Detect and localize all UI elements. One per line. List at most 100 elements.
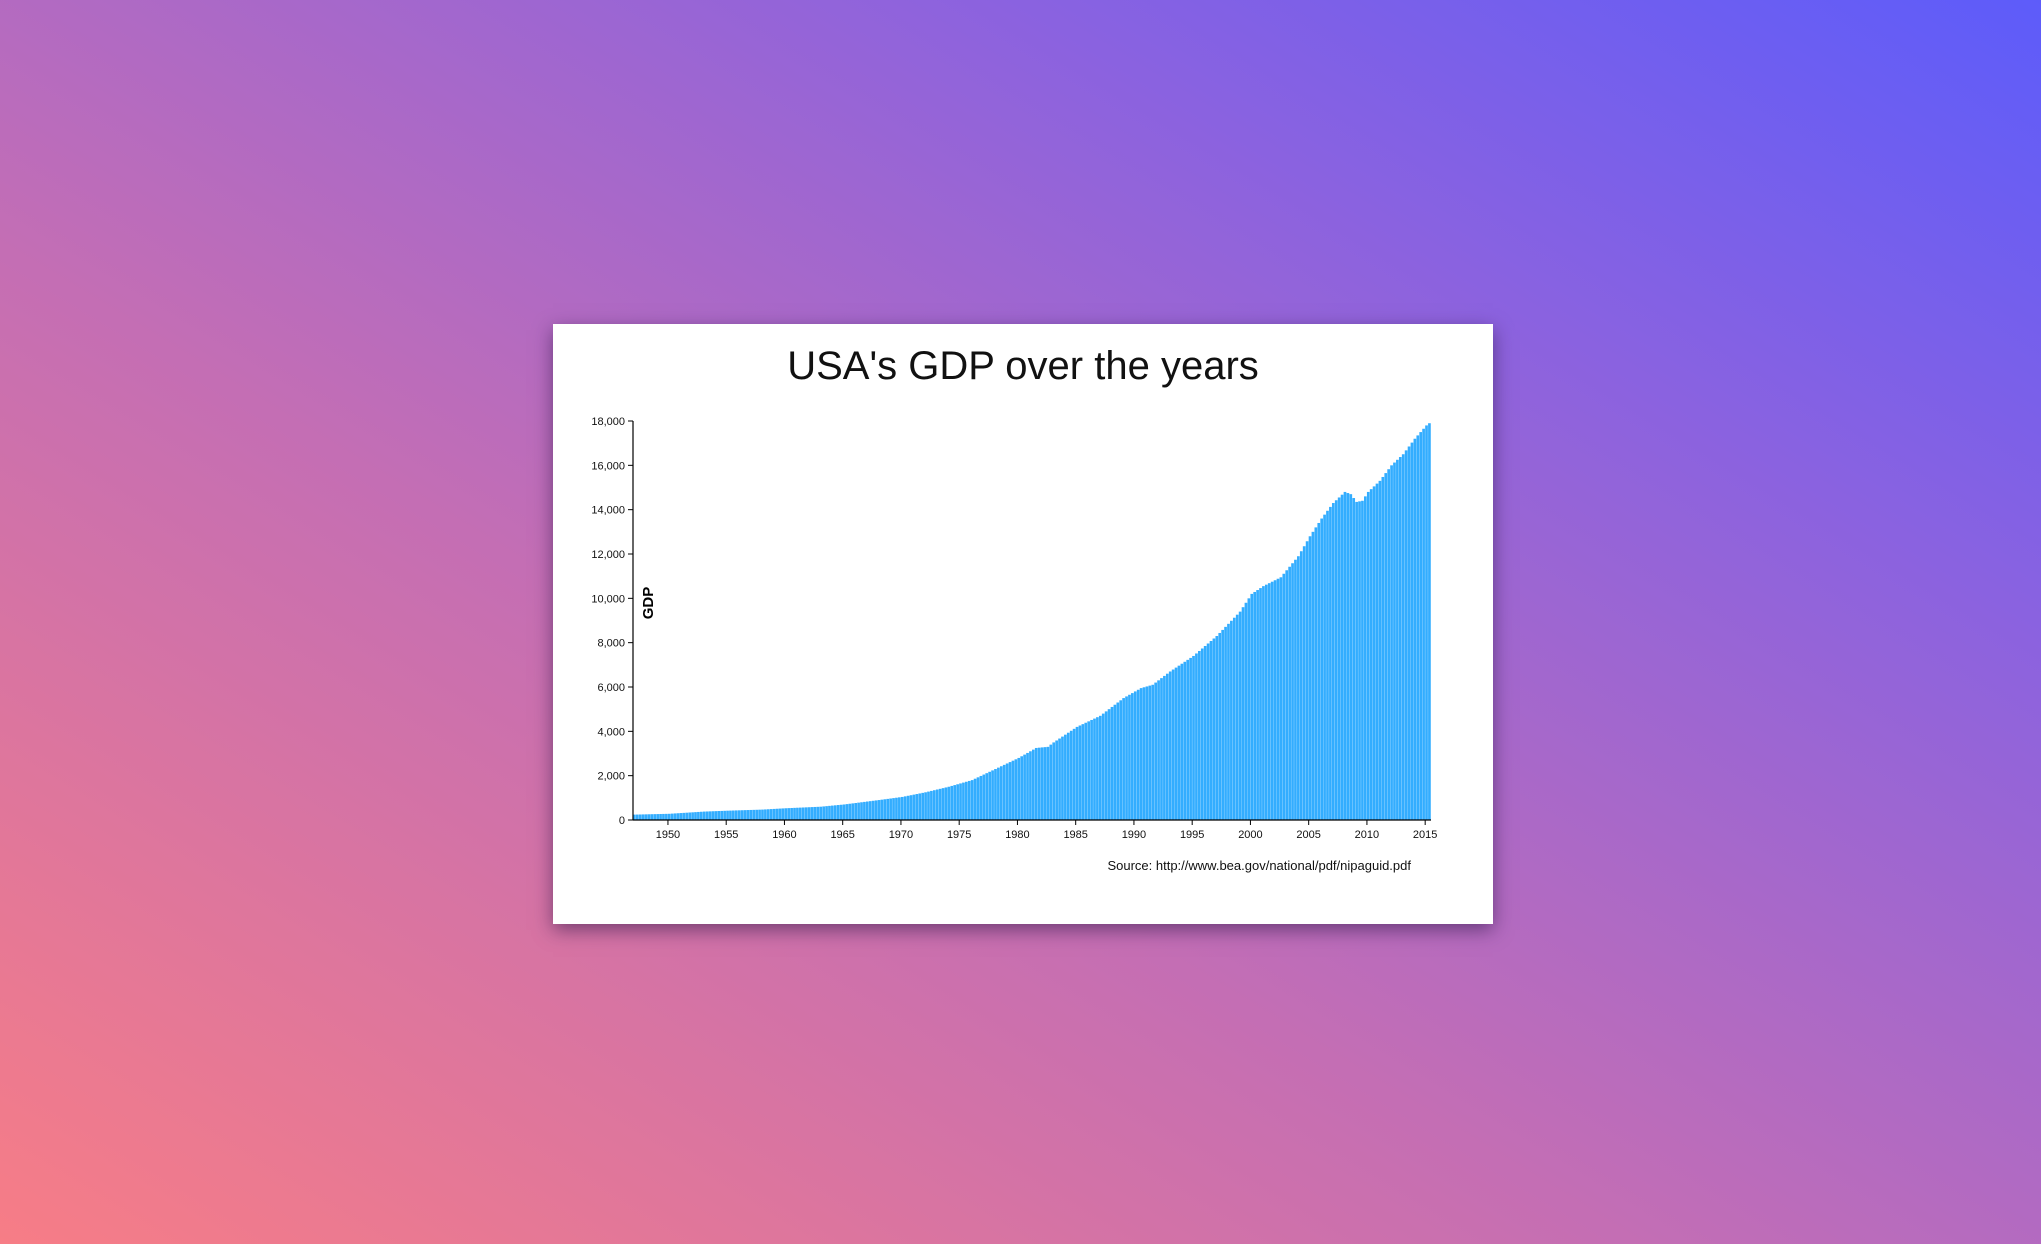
bar <box>1238 611 1242 820</box>
bar <box>1428 423 1431 820</box>
bar <box>1125 696 1128 820</box>
bar <box>705 811 709 820</box>
bar <box>979 775 983 820</box>
bar <box>644 814 648 820</box>
x-tick-label: 1965 <box>830 829 854 841</box>
bar <box>836 805 840 820</box>
bar <box>761 809 764 820</box>
bar <box>854 803 858 820</box>
bar <box>1270 581 1274 820</box>
bar <box>1136 689 1140 820</box>
bar <box>714 811 718 820</box>
bar <box>1259 588 1262 820</box>
bar <box>994 769 997 820</box>
bar <box>1052 742 1056 820</box>
bar <box>801 807 805 820</box>
x-tick-label: 1980 <box>1005 829 1029 841</box>
y-tick-label: 18,000 <box>591 416 625 428</box>
bar <box>653 814 657 820</box>
bar <box>772 808 776 820</box>
bar <box>1017 757 1021 820</box>
bar <box>749 809 753 820</box>
bar <box>851 803 855 821</box>
bar <box>1299 551 1303 820</box>
bar <box>793 807 796 820</box>
bar <box>1151 684 1155 820</box>
bar <box>924 792 927 820</box>
bar <box>740 810 744 820</box>
bar <box>895 797 898 820</box>
bar <box>921 792 925 820</box>
bar <box>1256 590 1259 820</box>
bar <box>848 803 852 820</box>
bar <box>970 780 974 820</box>
bar <box>927 791 930 820</box>
bar <box>962 782 965 820</box>
bar <box>1396 459 1399 820</box>
bar <box>1014 759 1018 820</box>
bar <box>833 805 837 820</box>
bar <box>1098 715 1102 820</box>
bar <box>839 804 843 820</box>
bar <box>935 789 939 820</box>
bar <box>1311 531 1315 820</box>
bar <box>1177 665 1181 820</box>
bar <box>1008 762 1012 820</box>
bar <box>743 810 747 820</box>
bar <box>702 811 706 820</box>
bar <box>898 797 901 820</box>
bar <box>1273 580 1277 820</box>
chart-card: USA's GDP over the years 0 2,000 4,000 6,00… <box>553 324 1493 924</box>
bar <box>1087 721 1091 820</box>
bar <box>723 810 726 820</box>
source-note: Source: http://www.bea.gov/national/pdf/… <box>1107 858 1411 873</box>
bar <box>965 781 968 820</box>
bar <box>1195 653 1198 820</box>
bar <box>903 796 907 820</box>
bar <box>1232 617 1236 820</box>
bar <box>665 813 668 820</box>
bar <box>1157 680 1160 820</box>
bar <box>1404 450 1408 820</box>
bar <box>1043 747 1047 820</box>
bar <box>1145 686 1149 820</box>
bar <box>1267 583 1271 820</box>
bar <box>1381 476 1385 820</box>
bar <box>1090 719 1093 820</box>
x-tick-label: 2005 <box>1296 829 1320 841</box>
x-tick-label: 2015 <box>1413 829 1437 841</box>
bar <box>1113 704 1117 820</box>
bar <box>1160 678 1163 820</box>
bar <box>1072 728 1076 820</box>
bar <box>1168 671 1172 820</box>
bar <box>1020 756 1024 820</box>
bar <box>1282 573 1286 820</box>
bar <box>1084 722 1088 820</box>
bar <box>1425 425 1428 820</box>
bar <box>947 786 951 820</box>
bar <box>764 809 767 820</box>
bar <box>708 811 712 820</box>
bar <box>682 812 686 820</box>
bar <box>857 802 860 820</box>
bar <box>1349 494 1353 820</box>
bar <box>941 788 945 820</box>
bar <box>1198 650 1201 820</box>
bar <box>1037 747 1041 820</box>
bar <box>1131 693 1134 820</box>
bar <box>720 810 724 820</box>
bar <box>697 811 700 820</box>
x-tick-label: 1990 <box>1122 829 1146 841</box>
x-tick-label: 1995 <box>1180 829 1204 841</box>
bar <box>1142 687 1146 820</box>
bar <box>1075 726 1079 820</box>
bar <box>775 808 779 820</box>
x-tick-label: 2010 <box>1355 829 1379 841</box>
y-tick-label: 0 <box>619 815 625 827</box>
bar <box>679 813 683 820</box>
bar <box>1148 685 1152 820</box>
bar <box>880 799 884 820</box>
bar <box>1419 432 1423 820</box>
bar <box>1032 749 1035 820</box>
bar <box>842 804 846 820</box>
